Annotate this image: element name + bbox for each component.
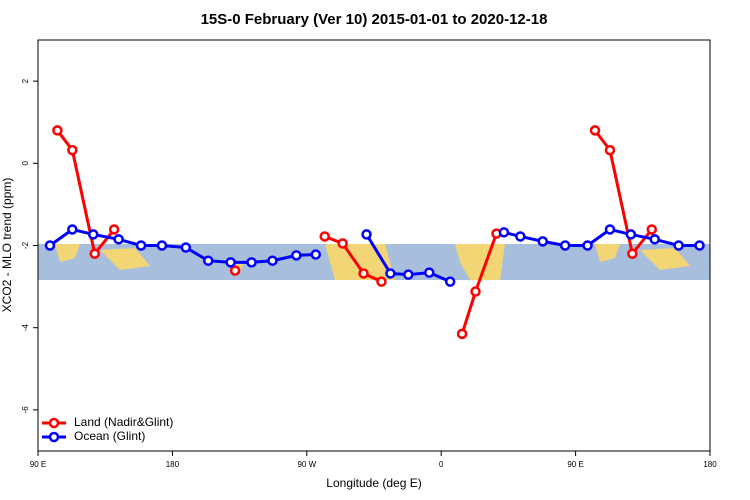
point: [113, 234, 124, 245]
x-tick-label: 90 E: [567, 460, 583, 469]
point: [246, 257, 257, 268]
point: [604, 144, 616, 156]
point: [649, 234, 660, 245]
point: [625, 229, 637, 240]
legend-label: Land (Nadir&Glint): [74, 415, 173, 429]
point: [627, 248, 638, 259]
point: [376, 276, 387, 287]
point: [88, 229, 99, 240]
point: [470, 286, 481, 297]
point: [135, 240, 147, 251]
point: [89, 248, 100, 259]
point: [589, 125, 601, 136]
chart-title: 15S-0 February (Ver 10) 2015-01-01 to 20…: [201, 11, 548, 28]
point: [291, 250, 302, 261]
y-tick-label: 0: [21, 161, 30, 166]
point: [156, 240, 168, 251]
y-tick-label: 2: [21, 78, 30, 83]
point: [108, 224, 120, 235]
point: [456, 328, 468, 340]
x-axis-label: Longitude (deg E): [326, 476, 421, 490]
point: [44, 240, 56, 251]
point: [498, 227, 510, 238]
point: [229, 265, 241, 276]
x-tick-label: 0: [439, 460, 444, 469]
point: [267, 255, 278, 266]
point: [673, 240, 684, 251]
y-tick-label: -2: [21, 241, 30, 249]
point: [180, 242, 192, 253]
point: [319, 231, 330, 242]
point: [358, 268, 369, 279]
legend-marker: [48, 417, 60, 429]
x-tick-label: 180: [166, 460, 180, 469]
point: [403, 269, 414, 280]
point: [202, 255, 214, 266]
point: [67, 144, 78, 156]
legend-label: Ocean (Glint): [74, 429, 145, 443]
point: [361, 229, 372, 240]
point: [604, 224, 616, 235]
point: [646, 224, 658, 235]
point: [537, 236, 548, 247]
map-band: [38, 244, 710, 280]
point: [444, 276, 456, 287]
y-tick-label: -6: [21, 406, 30, 414]
point: [385, 268, 396, 279]
point: [310, 249, 322, 260]
point: [225, 257, 236, 268]
point: [52, 125, 63, 136]
point: [337, 238, 348, 249]
x-tick-label: 180: [703, 460, 717, 469]
point: [67, 224, 78, 235]
x-tick-label: 90 W: [297, 460, 316, 469]
series-line: [56, 129, 653, 335]
legend-marker: [48, 431, 60, 443]
y-tick-label: -4: [21, 324, 30, 332]
point: [694, 240, 705, 251]
y-axis-label: XCO2 - MLO trend (ppm): [0, 178, 14, 313]
point: [424, 267, 435, 278]
point: [515, 231, 526, 242]
point: [582, 240, 593, 251]
x-tick-label: 90 E: [30, 460, 46, 469]
point: [559, 240, 571, 251]
